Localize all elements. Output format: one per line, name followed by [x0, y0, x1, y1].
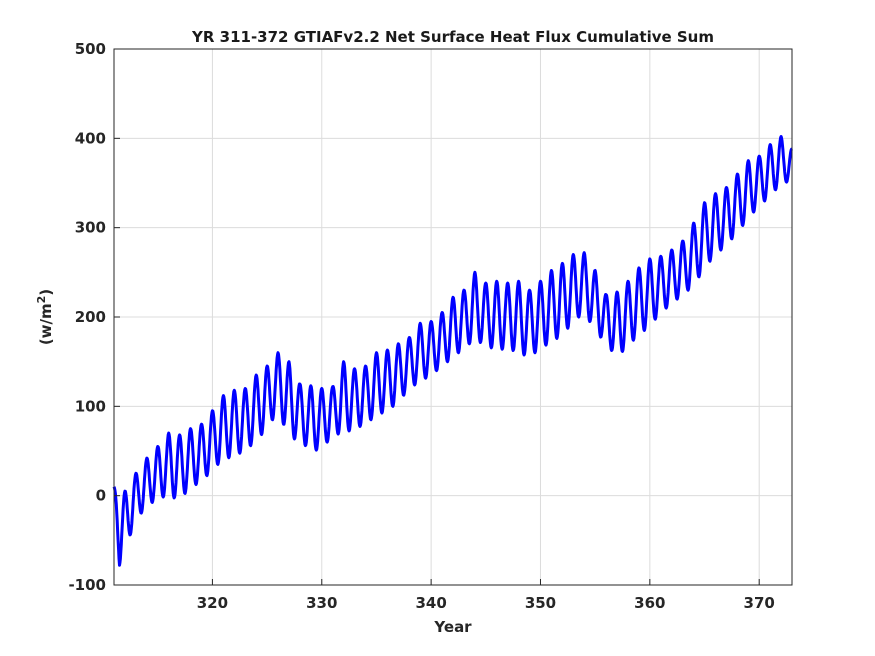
x-axis-label: Year	[433, 618, 472, 636]
y-axis-label-superscript: 2	[35, 296, 48, 304]
x-tick-label: 370	[744, 594, 775, 612]
y-tick-label: 400	[75, 129, 106, 147]
y-tick-label: 500	[75, 40, 106, 58]
x-tick-labels: 320 330 340 350 360 370	[197, 579, 775, 612]
y-axis-label-main: (w/m	[37, 303, 55, 345]
x-tick-label: 340	[415, 594, 446, 612]
y-tick-label: 0	[96, 487, 106, 505]
y-tick-label: -100	[68, 576, 106, 594]
x-tick-label: 320	[197, 594, 228, 612]
y-tick-label: 100	[75, 397, 106, 415]
chart-title: YR 311-372 GTIAFv2.2 Net Surface Heat Fl…	[191, 28, 714, 46]
y-axis-label: (w/m2)	[35, 289, 56, 345]
x-tick-label: 350	[525, 594, 556, 612]
x-tick-label: 330	[306, 594, 337, 612]
y-tick-labels: -100 0 100 200 300 400 500	[68, 40, 120, 594]
grid-lines	[114, 48, 792, 586]
y-tick-label: 300	[75, 219, 106, 237]
plot-area	[112, 135, 793, 567]
y-axis-label-close: )	[37, 289, 55, 296]
y-tick-label: 200	[75, 308, 106, 326]
x-tick-label: 360	[634, 594, 665, 612]
series-line	[112, 135, 793, 567]
